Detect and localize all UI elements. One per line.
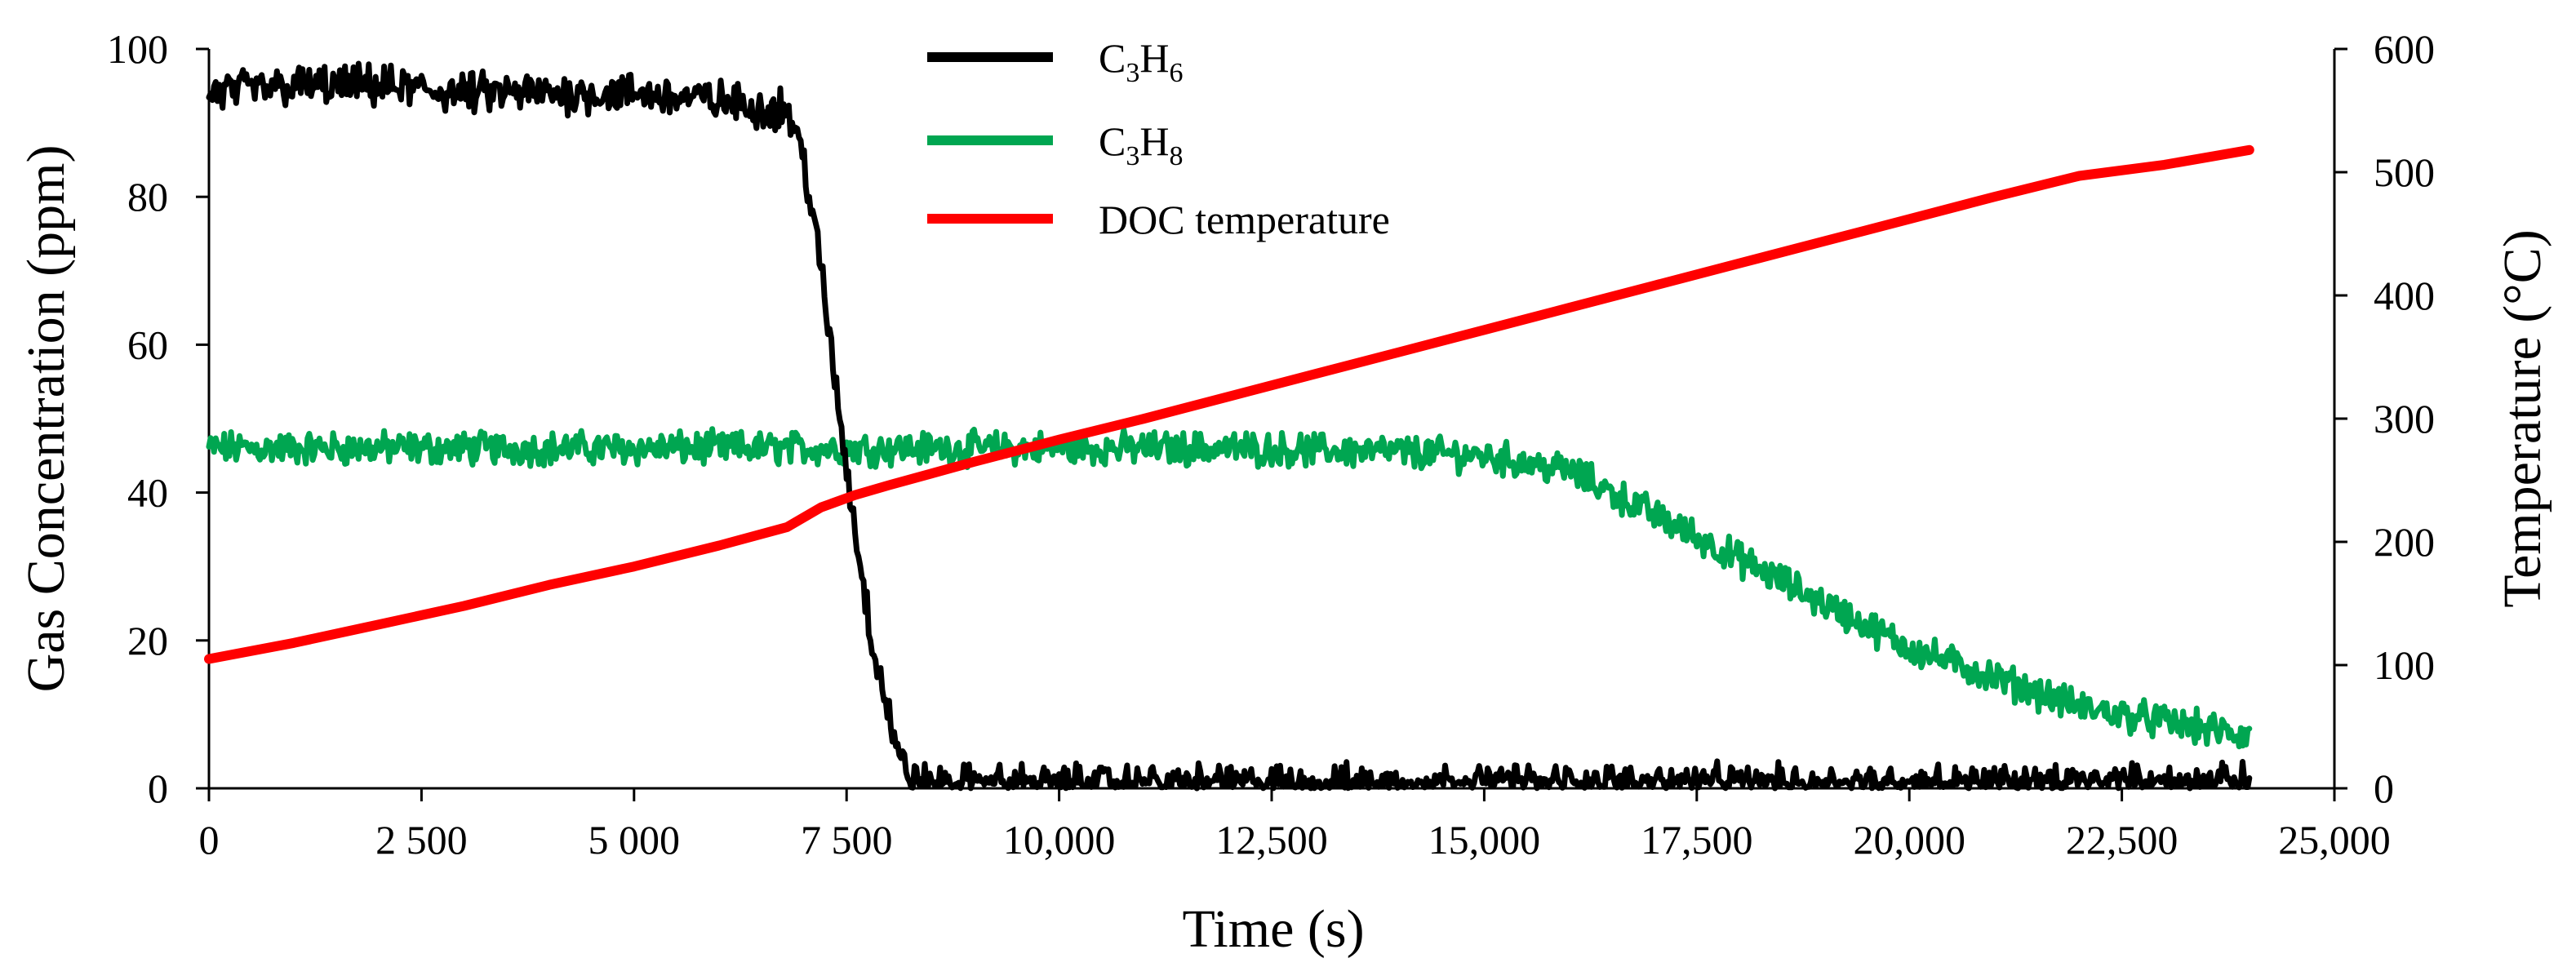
x-tick-label: 12,500 (1215, 817, 1328, 863)
y-axis-title: Gas Concentration (ppm) (16, 145, 76, 693)
x-tick-label: 2 500 (375, 817, 468, 863)
legend-label-doc-temperature: DOC temperature (1099, 197, 1390, 242)
y-tick-label: 80 (127, 174, 168, 220)
series-line-c3h6 (206, 60, 2253, 792)
y2-ticks: 0 100 200 300 400 500 600 (2334, 26, 2435, 811)
legend-label-c3h8: C3H8 (1099, 118, 1183, 171)
y2-tick-label: 200 (2374, 519, 2435, 565)
y2-tick-label: 100 (2374, 642, 2435, 688)
legend: C3H6 C3H8 DOC temperature (927, 35, 1390, 242)
y2-axis-title: Temperature (°C) (2493, 229, 2552, 607)
y2-tick-label: 500 (2374, 149, 2435, 195)
x-tick-label: 15,000 (1428, 817, 1541, 863)
x-tick-label: 20,000 (1853, 817, 1965, 863)
y2-tick-label: 600 (2374, 26, 2435, 72)
y2-tick-label: 0 (2374, 765, 2394, 811)
x-tick-label: 0 (199, 817, 220, 863)
x-ticks: 0 2 500 5 000 7 500 10,000 12,500 15,000 17,500… (199, 788, 2391, 863)
x-axis-title: Time (s) (1182, 899, 1364, 959)
x-tick-label: 25,000 (2278, 817, 2391, 863)
series-line-c3h8 (206, 426, 2253, 750)
x-tick-label: 5 000 (588, 817, 681, 863)
y-ticks: 0 20 40 60 80 100 (107, 26, 209, 811)
x-tick-label: 7 500 (801, 817, 893, 863)
y-tick-label: 20 (127, 618, 168, 663)
y-tick-label: 100 (107, 26, 168, 72)
series-layer (204, 60, 2254, 792)
y-tick-label: 60 (127, 322, 168, 367)
y2-tick-label: 300 (2374, 396, 2435, 441)
x-tick-label: 10,000 (1003, 817, 1116, 863)
x-tick-label: 17,500 (1641, 817, 1753, 863)
x-tick-label: 22,500 (2066, 817, 2178, 863)
y-tick-label: 40 (127, 470, 168, 516)
legend-label-c3h6: C3H6 (1099, 35, 1183, 88)
y-tick-label: 0 (148, 765, 168, 811)
y2-tick-label: 400 (2374, 273, 2435, 318)
series-line-doc-temperature (204, 144, 2254, 664)
